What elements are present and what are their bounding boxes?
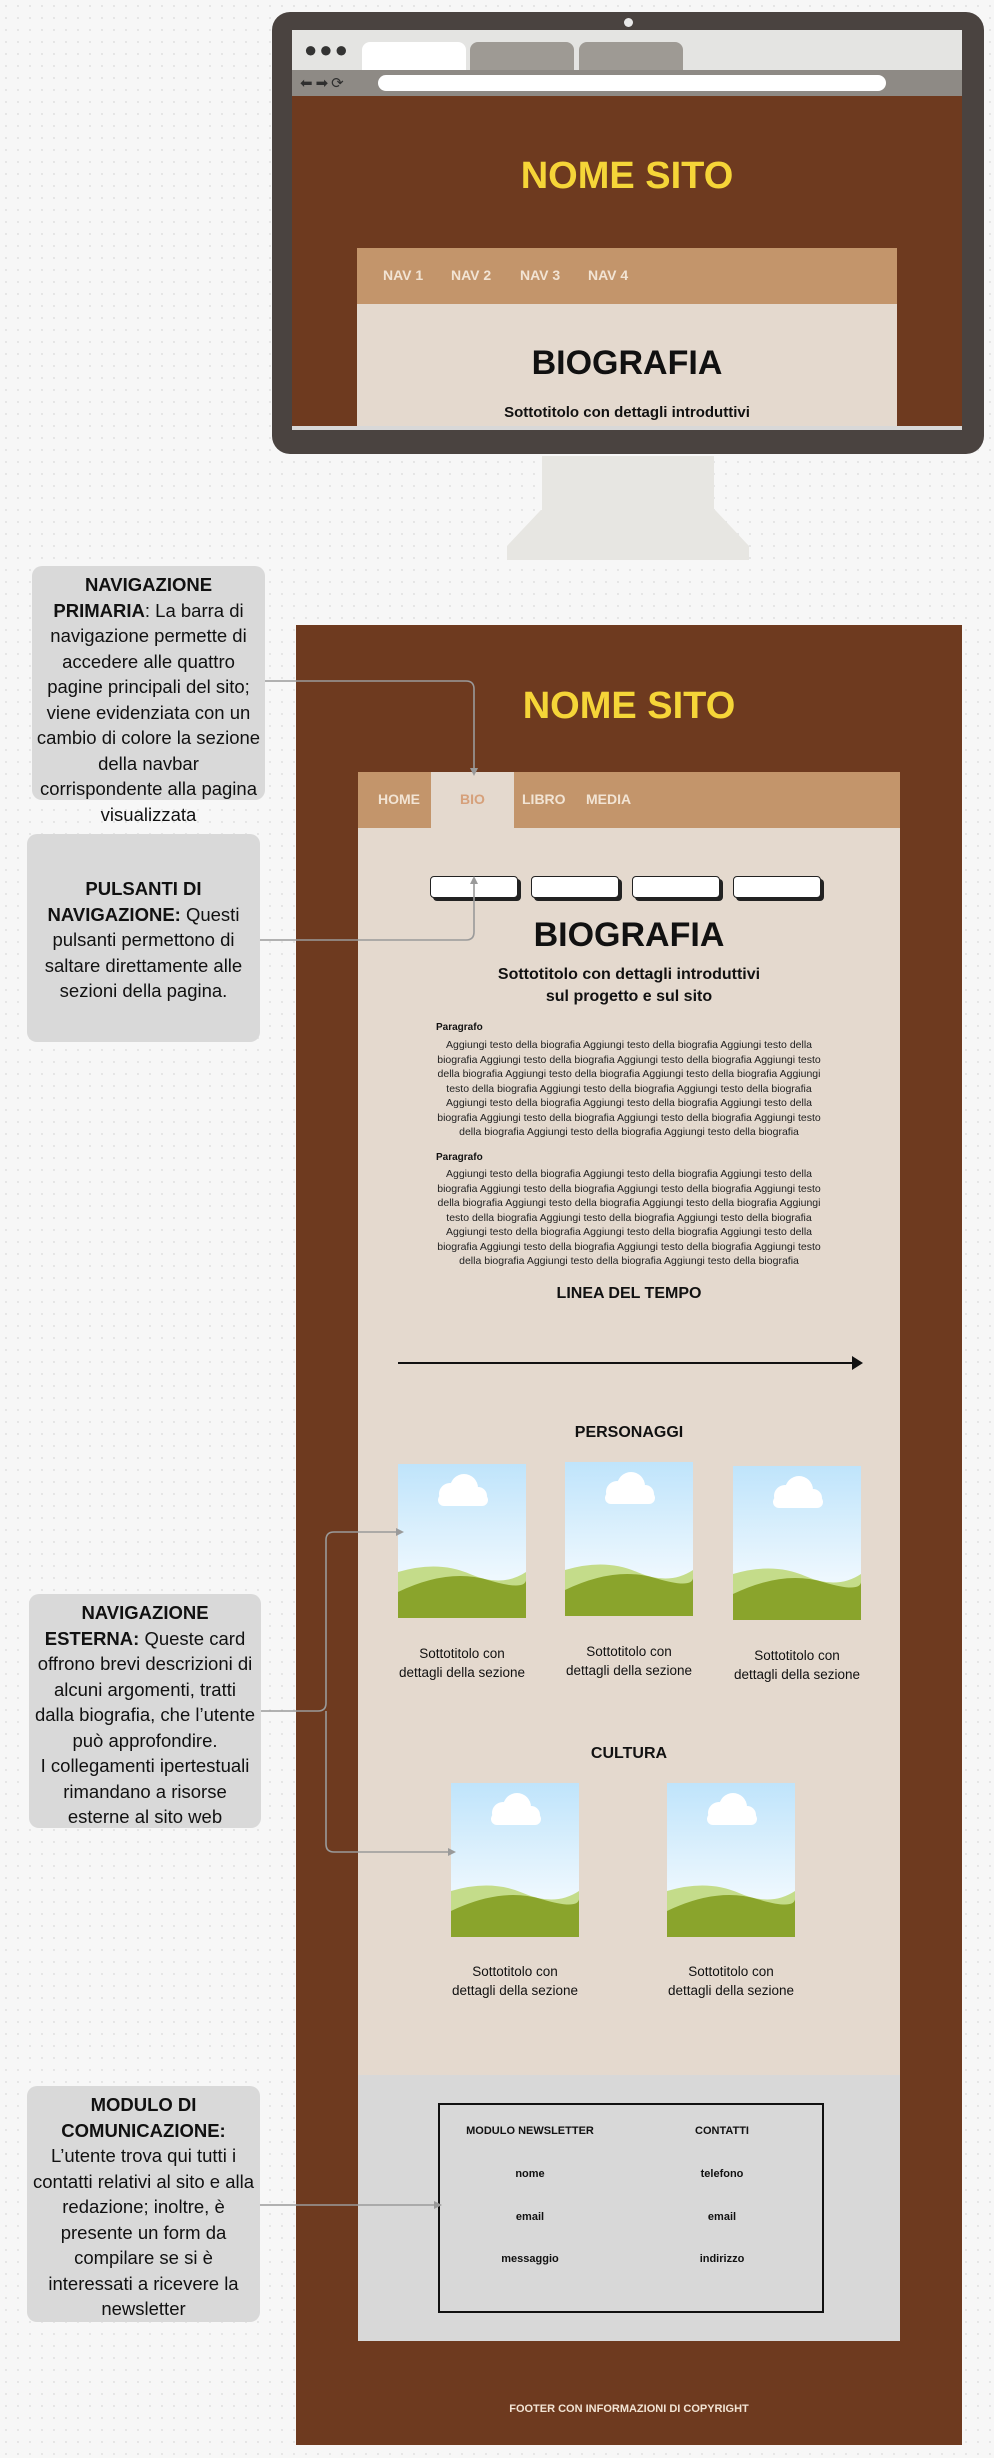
- newsletter-field-message[interactable]: messaggio: [501, 2253, 559, 2265]
- card-subtitle: Sottotitolo con dettagli della sezione: [372, 1644, 552, 1682]
- monitor-site-title: NOME SITO: [520, 155, 734, 197]
- monitor-screen: ●●● ⬅➡⟳ NOME SITO NAV 1 NAV 2 NAV 3 NAV …: [292, 30, 962, 430]
- monitor-stand-neck: [542, 456, 714, 512]
- timeline-arrow-icon: [852, 1356, 863, 1370]
- section-jump-button[interactable]: [733, 876, 821, 898]
- card-subtitle-line: dettagli della sezione: [565, 1663, 693, 1678]
- camera-dot: [624, 18, 633, 27]
- section-jump-button[interactable]: [430, 876, 518, 898]
- monitor-navbar: NAV 1 NAV 2 NAV 3 NAV 4: [357, 248, 897, 304]
- annotation-title: PULSANTI DI NAVIGAZIONE:: [47, 878, 202, 925]
- card-subtitle-line: dettagli della sezione: [451, 1983, 579, 1998]
- paragraph-text: Aggiungi testo della biografia Aggiungi …: [437, 1039, 821, 1138]
- page-subtitle-line: sul progetto e sul sito: [545, 988, 713, 1005]
- card-subtitle: Sottotitolo con dettagli della sezione: [641, 1962, 821, 2000]
- monitor-stand-base: [507, 510, 749, 560]
- window-dots-icon: ●●●: [304, 37, 350, 62]
- annotation-text: : La barra di navigazione permette di ac…: [36, 599, 261, 825]
- browser-toolbar: ⬅➡⟳: [292, 70, 962, 96]
- primary-navbar: HOME BIO LIBRO MEDIA: [358, 772, 900, 828]
- annotation-text: Questi pulsanti permettono di saltare di…: [44, 903, 243, 1002]
- monitor-subtitle: Sottotitolo con dettagli introduttivi: [504, 404, 750, 421]
- card-subtitle: Sottotitolo con dettagli della sezione: [539, 1642, 719, 1680]
- communication-section: MODULO NEWSLETTER CONTATTI nome email me…: [358, 2075, 900, 2341]
- paragraph-text: Aggiungi testo della biografia Aggiungi …: [437, 1168, 821, 1267]
- card-image[interactable]: [398, 1464, 526, 1618]
- card-image[interactable]: [667, 1783, 795, 1937]
- page-subtitle-line: Sottotitolo con dettagli introduttivi: [497, 966, 761, 983]
- page-content: BIOGRAFIA Sottotitolo con dettagli intro…: [358, 828, 900, 2075]
- screen-bottom-edge: [292, 426, 962, 430]
- contact-email: email: [707, 2211, 737, 2223]
- annotation-primary-nav: NAVIGAZIONE PRIMARIA: La barra di naviga…: [32, 566, 265, 825]
- contact-phone: telefono: [700, 2168, 744, 2180]
- footer-copyright: FOOTER CON INFORMAZIONI DI COPYRIGHT: [509, 2403, 749, 2415]
- url-bar[interactable]: [378, 75, 886, 91]
- annotation-title: NAVIGAZIONE ESTERNA:: [44, 1602, 209, 1649]
- card-subtitle-line: Sottotitolo con: [586, 1644, 672, 1659]
- browser-tab-active[interactable]: [362, 42, 466, 70]
- page-subtitle: Sottotitolo con dettagli introduttivi su…: [358, 964, 900, 1008]
- culture-title: CULTURA: [590, 1745, 668, 1762]
- annotation-external-nav: NAVIGAZIONE ESTERNA: Queste card offrono…: [29, 1594, 261, 1828]
- annotation-title: NAVIGAZIONE PRIMARIA: [53, 574, 213, 621]
- contact-address: indirizzo: [699, 2253, 745, 2265]
- annotation-text: I collegamenti ipertestuali rimandano a …: [40, 1755, 250, 1827]
- section-jump-button[interactable]: [531, 876, 619, 898]
- newsletter-title: MODULO NEWSLETTER: [466, 2125, 594, 2137]
- card-subtitle: Sottotitolo con dettagli della sezione: [425, 1962, 605, 2000]
- newsletter-field-email[interactable]: email: [515, 2211, 545, 2223]
- browser-nav-icons[interactable]: ⬅➡⟳: [300, 75, 347, 92]
- annotation-nav-buttons: PULSANTI DI NAVIGAZIONE: Questi pulsanti…: [27, 834, 260, 1042]
- card-subtitle-line: dettagli della sezione: [667, 1983, 795, 1998]
- timeline-line: [398, 1362, 856, 1364]
- monitor-heading: BIOGRAFIA: [531, 344, 723, 382]
- annotation-text: L’utente trova qui tutti i contatti rela…: [32, 2145, 255, 2319]
- card-subtitle-line: Sottotitolo con: [754, 1648, 840, 1663]
- monitor-nav-item[interactable]: NAV 1: [383, 267, 424, 283]
- monitor-nav-item[interactable]: NAV 3: [520, 267, 561, 283]
- annotation-title: MODULO DI COMUNICAZIONE:: [61, 2094, 226, 2141]
- contact-form: MODULO NEWSLETTER CONTATTI nome email me…: [438, 2103, 824, 2313]
- page-heading: BIOGRAFIA: [533, 916, 725, 954]
- card-image[interactable]: [733, 1466, 861, 1620]
- browser-tab[interactable]: [470, 42, 574, 70]
- characters-title: PERSONAGGI: [574, 1424, 684, 1441]
- paragraph-label: Paragrafo: [436, 1022, 483, 1033]
- browser-tab-strip: ●●●: [292, 30, 962, 70]
- timeline-title: LINEA DEL TEMPO: [556, 1285, 702, 1302]
- nav-item-bio[interactable]: BIO: [431, 772, 514, 828]
- card-subtitle-line: Sottotitolo con: [419, 1646, 505, 1661]
- section-jump-button[interactable]: [632, 876, 720, 898]
- site-title: NOME SITO: [522, 685, 736, 727]
- monitor-content: BIOGRAFIA Sottotitolo con dettagli intro…: [357, 304, 897, 430]
- card-image[interactable]: [565, 1462, 693, 1616]
- card-subtitle-line: Sottotitolo con: [688, 1964, 774, 1979]
- card-subtitle-line: dettagli della sezione: [733, 1667, 861, 1682]
- monitor-nav-item[interactable]: NAV 4: [588, 267, 629, 283]
- contacts-title: CONTATTI: [695, 2125, 749, 2137]
- paragraph-label: Paragrafo: [436, 1152, 483, 1163]
- browser-tab[interactable]: [579, 42, 683, 70]
- annotation-communication: MODULO DI COMUNICAZIONE: L’utente trova …: [27, 2086, 260, 2322]
- nav-item-home[interactable]: HOME: [378, 791, 420, 807]
- card-subtitle: Sottotitolo con dettagli della sezione: [707, 1646, 887, 1684]
- card-subtitle-line: dettagli della sezione: [398, 1665, 526, 1680]
- newsletter-field-name[interactable]: nome: [515, 2168, 545, 2180]
- annotation-text: Queste card offrono brevi descrizioni di…: [34, 1627, 256, 1751]
- monitor-nav-item[interactable]: NAV 2: [451, 267, 492, 283]
- nav-item-libro[interactable]: LIBRO: [522, 791, 566, 807]
- card-image[interactable]: [451, 1783, 579, 1937]
- page-wireframe: NOME SITO HOME BIO LIBRO MEDIA BIOGRAFIA…: [296, 625, 962, 2445]
- card-subtitle-line: Sottotitolo con: [472, 1964, 558, 1979]
- nav-item-media[interactable]: MEDIA: [586, 791, 632, 807]
